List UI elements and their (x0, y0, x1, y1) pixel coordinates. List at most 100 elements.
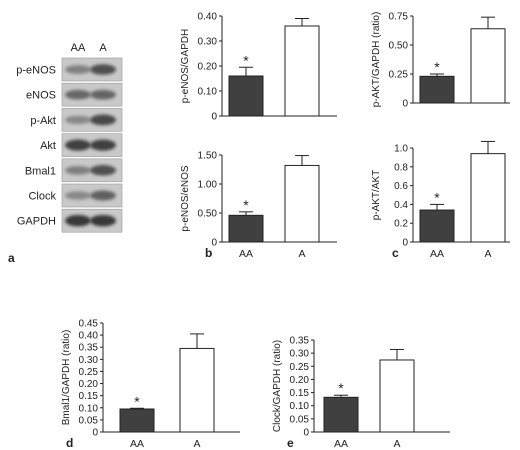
category-label-aa: AA (430, 248, 444, 260)
chart-peNOS-eNOS: 00.501.001.50p-eNOS/eNOS *AA Ab (180, 151, 337, 260)
y-tick-label: 0 (92, 428, 98, 439)
y-tick-label: 0.10 (290, 401, 310, 412)
blot-label-akt: Akt (40, 140, 56, 152)
panel-letter-a: a (8, 251, 15, 265)
y-tick-label: 0 (303, 428, 309, 439)
y-tick-label: 0.2 (394, 219, 408, 230)
y-tick-label: 1.50 (198, 151, 218, 162)
bar-aa (323, 396, 359, 433)
blot-band-gapdh-aa (65, 215, 91, 227)
y-axis-title: p-AKT/GAPDH (ratio) (371, 12, 382, 108)
lane-label-aa: AA (71, 42, 86, 54)
chart-clock-gapdh: 0 0.05 0.10 0.15 0.20 0.25 0.30 0.35 Clock/GAPDH… (272, 336, 450, 450)
y-tick-label: 0.45 (79, 319, 99, 330)
blot-band-p-akt-a (90, 114, 116, 126)
panel-letter-c: c (392, 246, 399, 260)
y-tick-label: 0.50 (389, 41, 409, 52)
blot-label-gapdh: GAPDH (17, 216, 56, 228)
y-tick-label: 0.35 (290, 336, 310, 347)
y-tick-label: 0.20 (198, 62, 218, 73)
blot-band-clock-aa (65, 191, 91, 200)
bar-a (470, 28, 506, 104)
y-tick-label: 0.75 (389, 12, 409, 23)
blot-band-akt-aa (65, 139, 91, 151)
blot-band-akt-a (90, 139, 116, 151)
y-tick-label: 0.40 (198, 12, 218, 23)
category-label-aa: AA (334, 438, 348, 450)
blot-band-enos-a (90, 89, 116, 100)
blot-label-enos: eNOS (26, 90, 56, 102)
y-tick-label: 0.15 (290, 388, 310, 399)
y-axis-title: Clock/GAPDH (ratio) (272, 340, 283, 432)
significance-marker-aa: * (434, 189, 440, 205)
category-label-aa: AA (130, 438, 144, 450)
y-tick-label: 0 (402, 238, 408, 249)
y-tick-label: 0.35 (79, 343, 99, 354)
blot-band-clock-a (90, 190, 116, 201)
category-label-a: A (484, 248, 491, 260)
y-tick-label: 0.4 (394, 200, 408, 211)
blot-band-bmal1-a (90, 165, 116, 176)
bar-aa (228, 214, 264, 243)
bar-a (379, 359, 415, 433)
category-label-a: A (393, 438, 400, 450)
bar-a (284, 25, 320, 117)
y-tick-label: 0.20 (79, 379, 99, 390)
chart-pakt-akt: 00.20.40.60.81.0p-AKT/AKT *AA Ac (371, 140, 510, 260)
y-axis-title: p-eNOS/GAPDH (180, 29, 191, 103)
significance-marker-aa: * (434, 59, 440, 75)
category-label-a: A (298, 248, 305, 260)
y-tick-label: 0.30 (198, 37, 218, 48)
y-tick-label: 0.10 (79, 403, 99, 414)
y-tick-label: 0.05 (290, 414, 310, 425)
bar-aa (119, 408, 155, 433)
y-axis-title: p-AKT/AKT (371, 170, 382, 221)
panel-letter-e: e (287, 436, 294, 450)
blot-band-bmal1-aa (65, 165, 91, 175)
chart-bmal1-gapdh: 0 0.050.100.150.200.250.300.350.400.45 Bma… (61, 319, 240, 450)
blot-band-p-akt-aa (65, 115, 91, 125)
bar-charts: 00.100.200.300.40p-eNOS/GAPDH *00.250.500… (61, 12, 510, 450)
y-tick-label: 0 (402, 99, 408, 110)
y-tick-label: 0.8 (394, 162, 408, 173)
bar-a (470, 153, 506, 243)
bar-aa (419, 209, 455, 243)
y-tick-label: 0.25 (389, 70, 409, 81)
blot-label-clock: Clock (28, 191, 56, 203)
y-tick-label: 0.20 (290, 375, 310, 386)
y-tick-label: 0.10 (198, 87, 218, 98)
y-axis-title: Bmal1/GAPDH (ratio) (61, 330, 72, 426)
category-label-aa: AA (239, 248, 253, 260)
significance-marker-aa: * (134, 393, 140, 409)
y-tick-label: 0.40 (79, 331, 99, 342)
blot-band-enos-aa (65, 89, 91, 100)
chart-pakt-gapdh: 0 0.25 0.50 0.75 p-AKT/GAPDH (ratio) * (371, 12, 510, 110)
blot-band-p-enos-aa (65, 65, 91, 74)
bar-aa (419, 75, 455, 104)
y-tick-label: 0.25 (290, 362, 310, 373)
bar-aa (228, 75, 264, 117)
category-label-a: A (193, 438, 200, 450)
y-tick-label: 0.25 (79, 367, 99, 378)
significance-marker-aa: * (243, 197, 249, 213)
panel-letter-b: b (205, 246, 212, 260)
y-tick-label: 1.0 (394, 144, 408, 155)
blot-label-p-enos: p-eNOS (16, 65, 56, 77)
y-tick-label: 0.50 (198, 209, 218, 220)
y-tick-label: 0.30 (290, 349, 310, 360)
panel-letter-d: d (66, 436, 73, 450)
blot-band-p-enos-a (90, 64, 116, 75)
y-tick-label: 1.00 (198, 180, 218, 191)
blot-band-gapdh-a (90, 215, 116, 227)
y-tick-label: 0 (211, 238, 217, 249)
y-tick-label: 0.15 (79, 391, 99, 402)
y-axis-title: p-eNOS/eNOS (180, 165, 191, 231)
bar-a (179, 347, 215, 433)
y-tick-label: 0.30 (79, 355, 99, 366)
significance-marker-aa: * (338, 380, 344, 396)
chart-peNOS-gapdh: 0 0.10 0.20 0.30 0.40 p-eNOS/GAPDH * (180, 12, 337, 123)
blot-label-p-akt: p-Akt (30, 115, 56, 127)
lane-label-a: A (99, 42, 107, 54)
